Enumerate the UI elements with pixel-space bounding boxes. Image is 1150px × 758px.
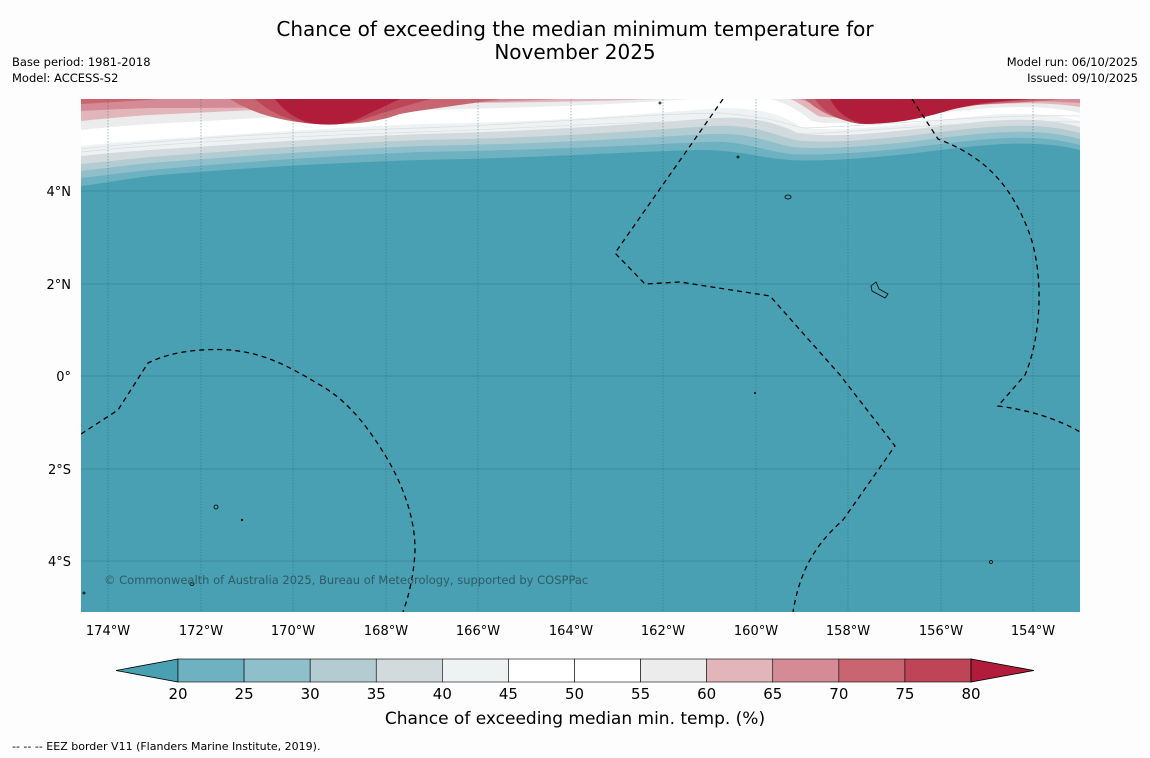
lat-label: 2°S [48, 463, 71, 478]
colorbar-tick-label: 70 [829, 685, 848, 703]
lon-label: 154°W [1011, 624, 1055, 639]
colorbar-extend-high [970, 658, 1035, 683]
model-name: Model: ACCESS-S2 [12, 71, 119, 85]
colorbar-extend-low [115, 658, 179, 683]
colorbar-segment [772, 658, 840, 683]
colorbar-segment [375, 658, 443, 683]
lat-label: 0° [56, 370, 71, 385]
lon-label: 156°W [919, 624, 963, 639]
lon-label: 168°W [364, 624, 408, 639]
lon-label: 160°W [734, 624, 778, 639]
colorbar-segment [706, 658, 774, 683]
lon-label: 162°W [641, 624, 685, 639]
title-line-1: Chance of exceeding the median minimum t… [276, 17, 874, 41]
island-1 [784, 194, 792, 200]
colorbar-segment [243, 658, 311, 683]
colorbar-segment [838, 658, 906, 683]
island-4 [189, 582, 195, 586]
island-2 [870, 281, 889, 299]
colorbar-segment [904, 658, 972, 683]
title-line-2: November 2025 [494, 40, 656, 64]
lon-label: 166°W [456, 624, 500, 639]
colorbar-tick-label: 30 [301, 685, 320, 703]
colorbar-segment [640, 658, 707, 683]
run-info: Model run: 06/10/2025 Issued: 09/10/2025 [1007, 54, 1138, 86]
colorbar-tick-label: 75 [895, 685, 914, 703]
map-title: Chance of exceeding the median minimum t… [0, 18, 1150, 64]
island-9 [754, 391, 757, 394]
lat-label: 2°N [47, 278, 72, 293]
island-7 [240, 518, 244, 522]
issued-date: Issued: 09/10/2025 [1027, 71, 1138, 85]
colorbar-ticks: 20 25 30 35 40 45 50 55 60 65 70 75 80 [168, 685, 980, 703]
base-info: Base period: 1981-2018 Model: ACCESS-S2 [12, 54, 151, 86]
island-5 [736, 155, 740, 159]
eez-borders [81, 99, 1080, 612]
colorbar-segment [442, 658, 509, 683]
model-run: Model run: 06/10/2025 [1006, 55, 1138, 69]
map-panel: © Commonwealth of Australia 2025, Bureau… [81, 99, 1080, 612]
lon-label: 172°W [179, 624, 223, 639]
graticule [107, 99, 1034, 612]
colorbar-tick-label: 45 [499, 685, 518, 703]
colorbar-tick-label: 35 [367, 685, 386, 703]
island-8 [989, 560, 993, 564]
base-period: Base period: 1981-2018 [12, 55, 151, 69]
island-10 [82, 591, 86, 595]
island-3 [213, 504, 219, 510]
colorbar-tick-label: 60 [697, 685, 716, 703]
colorbar-segment [508, 658, 575, 683]
map-figure: © Commonwealth of Australia 2025, Bureau… [47, 99, 1080, 703]
longitude-labels: 174°W 172°W 170°W 168°W 166°W 164°W 162°… [86, 624, 1055, 639]
lon-label: 158°W [826, 624, 870, 639]
lat-label: 4°S [48, 555, 71, 570]
band-80-plus [275, 99, 1030, 125]
colorbar-tick-label: 55 [631, 685, 650, 703]
colorbar-label: Chance of exceeding median min. temp. (%… [384, 709, 766, 729]
footnote-eez: -- -- -- EEZ border V11 (Flanders Marine… [12, 740, 321, 753]
colorbar-tick-label: 40 [433, 685, 452, 703]
colorbar-tick-label: 25 [235, 685, 254, 703]
islands [82, 101, 993, 595]
latitude-labels: 4°N 2°N 0° 2°S 4°S [47, 185, 72, 570]
map-background [81, 99, 1080, 612]
lon-label: 170°W [271, 624, 315, 639]
colorbar [115, 658, 1035, 683]
copyright-text: © Commonwealth of Australia 2025, Bureau… [104, 573, 588, 587]
colorbar-segment [177, 658, 245, 683]
lon-label: 164°W [549, 624, 593, 639]
lat-label: 4°N [47, 185, 72, 200]
colorbar-tick-label: 80 [961, 685, 980, 703]
colorbar-segment [574, 658, 641, 683]
lon-label: 174°W [86, 624, 130, 639]
colorbar-tick-label: 50 [565, 685, 584, 703]
colorbar-tick-label: 65 [763, 685, 782, 703]
parallels [81, 190, 1080, 562]
colorbar-segment [309, 658, 377, 683]
island-6 [658, 101, 662, 105]
colorbar-tick-label: 20 [168, 685, 187, 703]
